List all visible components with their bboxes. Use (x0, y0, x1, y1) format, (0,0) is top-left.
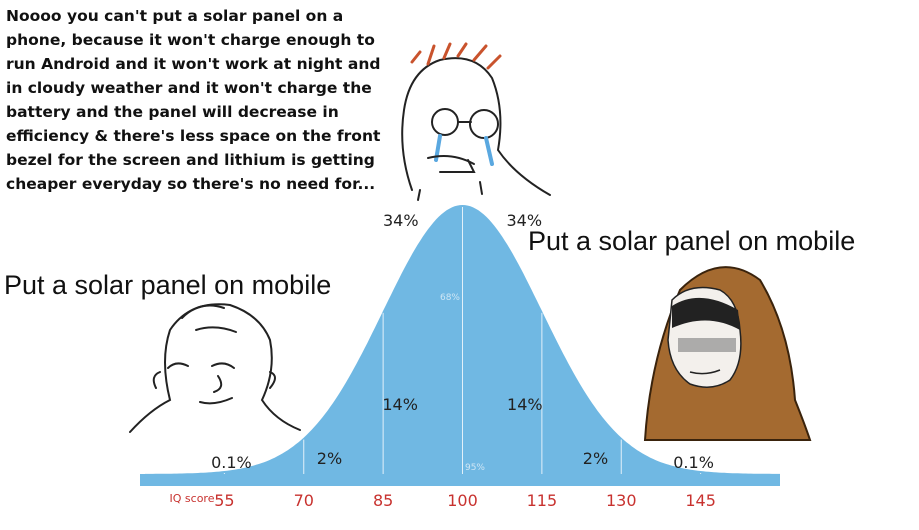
bell-curve-chart: 68% 95% 0.1% 2% 14% 34% 34% 14% 2% 0.1% IQ scor… (140, 205, 780, 510)
high-iq-caption: Put a solar panel on mobile (528, 226, 856, 256)
region-percent-label: 0.1% (673, 453, 714, 472)
region-percent-label: 34% (506, 211, 542, 230)
x-axis-label: IQ score (170, 492, 215, 505)
region-percent-label: 14% (382, 395, 418, 414)
x-tick-label: 70 (294, 491, 314, 510)
region-percent-label: 0.1% (211, 453, 252, 472)
region-percent-label: 2% (317, 449, 342, 468)
x-tick-label: 130 (606, 491, 637, 510)
low-iq-caption: Put a solar panel on mobile (4, 270, 332, 300)
nerd-argument-caption: Noooo you can't put a solar panel on a p… (6, 7, 381, 193)
interval-label-95: 95% (465, 463, 485, 473)
smug-wojak-drawing (129, 303, 301, 433)
x-tick-label: 85 (373, 491, 393, 510)
interval-label-68: 68% (440, 293, 460, 303)
region-percent-label: 34% (383, 211, 419, 230)
region-percent-label: 14% (507, 395, 543, 414)
x-tick-label: 55 (214, 491, 234, 510)
x-tick-label: 145 (685, 491, 716, 510)
hooded-monk-drawing (643, 266, 812, 441)
region-percent-label: 2% (583, 449, 608, 468)
x-tick-label: 100 (447, 491, 478, 510)
curve-baseline (140, 474, 780, 486)
crying-wojak-drawing (401, 42, 551, 201)
x-tick-label: 115 (527, 491, 558, 510)
